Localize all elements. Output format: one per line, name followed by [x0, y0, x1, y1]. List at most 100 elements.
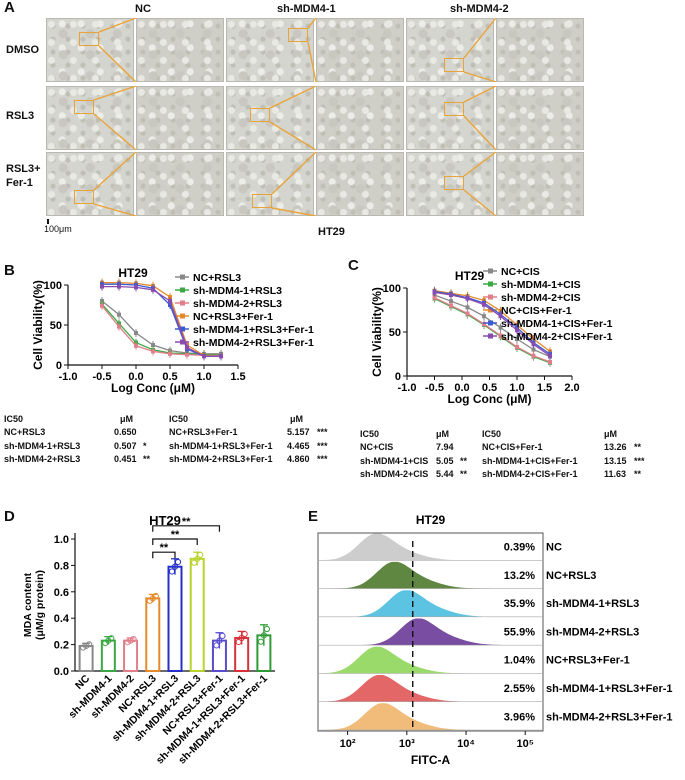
legend-label: sh-MDM4-1+RSL3+Fer-1 — [193, 324, 314, 336]
bar — [145, 597, 161, 672]
zoom-connector-line — [307, 41, 317, 82]
ic50-significance: * — [143, 440, 147, 451]
zoom-connector-line — [93, 203, 137, 216]
data-point — [152, 592, 159, 600]
row-label-dmso: DMSO — [6, 44, 39, 56]
x-tick-label: 0.5 — [162, 371, 177, 383]
zoom-connector-line — [271, 207, 317, 216]
data-point — [171, 563, 179, 570]
micrograph-zoom-image — [136, 152, 224, 216]
y-tick-label: 100 — [44, 280, 62, 292]
um-header: μM — [604, 429, 618, 439]
chart-d: HT29 0.0 0.2 0.4 0.6 0.8 1.0 MDA content (μM/g p… — [22, 513, 275, 767]
x-tick-label: 0.5 — [482, 382, 497, 394]
gate-percent: 0.39% — [504, 542, 535, 554]
zoom-connector-line — [307, 18, 317, 29]
um-header: μM — [290, 414, 304, 424]
legend-label: NC+RSL3+Fer-1 — [193, 311, 273, 323]
ic50-significance: ** — [634, 469, 642, 479]
data-point — [216, 637, 223, 644]
ic50-name: sh-MDM4-2+CIS+Fer-1 — [482, 469, 578, 479]
zoom-region-box — [288, 28, 308, 42]
zoom-connector — [307, 18, 317, 82]
series-line — [434, 290, 551, 355]
x-tick-label: -1.0 — [398, 382, 417, 394]
col-header-sh2: sh-MDM4-2 — [450, 3, 509, 15]
micrograph-image — [406, 152, 494, 216]
series-line — [102, 281, 222, 357]
legend-label: NC+CIS+Fer-1 — [501, 305, 572, 317]
data-point — [238, 634, 245, 642]
ic50-significance: ** — [634, 442, 642, 452]
bar — [167, 565, 183, 672]
ic50-value: 7.94 — [436, 442, 454, 452]
zoom-connector-line — [463, 71, 497, 82]
zoom-region-box — [444, 58, 464, 72]
legend-label: sh-MDM4-2+CIS — [501, 292, 581, 304]
zoom-connector-line — [463, 86, 497, 103]
histogram — [323, 561, 526, 589]
chart-e: HT29 0.39% NC 13.2% NC+RSL3 35.9% sh-MDM4-1+RS… — [317, 513, 673, 767]
micrograph-image — [406, 86, 494, 150]
y-axis-label: Cell Viability(%) — [31, 280, 45, 370]
data-point — [124, 639, 131, 646]
micrograph-zoom-image — [496, 86, 584, 150]
x-tick-label: -0.5 — [425, 382, 444, 394]
x-tick-label: 1.0 — [509, 382, 524, 394]
gate-percent: 3.96% — [504, 711, 535, 723]
data-point — [257, 638, 264, 645]
zoom-connector — [271, 152, 317, 216]
micrograph-zoom-image — [136, 86, 224, 150]
ic50-name: sh-MDM4-2+RSL3 — [4, 454, 81, 464]
ic50-header: IC50 — [4, 414, 24, 424]
legend-marker — [180, 313, 185, 319]
legend-marker — [180, 287, 185, 293]
legend-label: NC+RSL3 — [193, 272, 241, 284]
zoom-connector-line — [93, 86, 137, 101]
zoom-connector — [98, 18, 137, 82]
series-line — [434, 297, 551, 363]
x-axis-label: Log Conc (μM) — [111, 381, 195, 395]
ic50-value: 5.157 — [287, 427, 310, 437]
ic50-value: 11.63 — [604, 469, 627, 479]
y-axis-label: Cell Viability(%) — [370, 287, 384, 377]
legend-marker — [488, 281, 493, 287]
micrograph-zoom-image — [316, 18, 404, 82]
zoom-connector — [93, 86, 137, 150]
micrograph-zoom-image — [316, 86, 404, 150]
y-tick-label: 1.0 — [54, 534, 69, 546]
chart-title: HT29 — [455, 269, 485, 283]
x-tick-label: 10³ — [399, 738, 415, 750]
micrograph-image — [46, 152, 134, 216]
data-point — [263, 625, 270, 633]
x-tick-label: 0.0 — [454, 382, 469, 394]
ic50-header: IC50 — [169, 414, 189, 424]
zoom-connector-line — [463, 115, 497, 150]
zoom-region-box — [74, 100, 94, 114]
legend-marker — [180, 274, 185, 280]
x-axis-label: FITC-A — [411, 753, 451, 767]
significance-label: ** — [160, 542, 169, 554]
data-point — [197, 551, 204, 558]
ic50-name: sh-MDM4-1+CIS — [360, 455, 429, 466]
ic50-row: sh-MDM4-2+CIS 5.44 ** sh-MDM4-2+CIS+Fer-1 11… — [360, 469, 682, 483]
significance-label: ** — [171, 529, 180, 541]
legend-marker — [180, 339, 185, 345]
ic50-value: 5.44 — [436, 469, 454, 479]
ic50-row: sh-MDM4-1+CIS 5.05 ** sh-MDM4-1+CIS+Fer-1 13… — [360, 456, 682, 470]
zoom-connector — [93, 152, 137, 216]
data-point — [260, 632, 267, 639]
y-tick-label: 0.6 — [54, 587, 69, 599]
panel-d-letter: D — [4, 508, 15, 525]
zoom-connector-line — [98, 18, 137, 33]
chart-b: HT29 0 50 100 -1.0 -0.5 0.0 0.5 1.0 1.5 Log Conc (… — [31, 266, 314, 395]
col-header-sh1: sh-MDM4-1 — [277, 3, 336, 15]
legend-marker — [488, 268, 493, 274]
y-tick-label: 50 — [389, 327, 401, 339]
ic50-significance: ** — [460, 455, 468, 466]
significance-bracket — [152, 538, 198, 545]
data-point — [213, 642, 220, 649]
gate-percent: 13.2% — [504, 570, 535, 582]
ic50-name: NC+CIS — [360, 442, 394, 452]
sample-label: NC+RSL3 — [546, 570, 596, 582]
